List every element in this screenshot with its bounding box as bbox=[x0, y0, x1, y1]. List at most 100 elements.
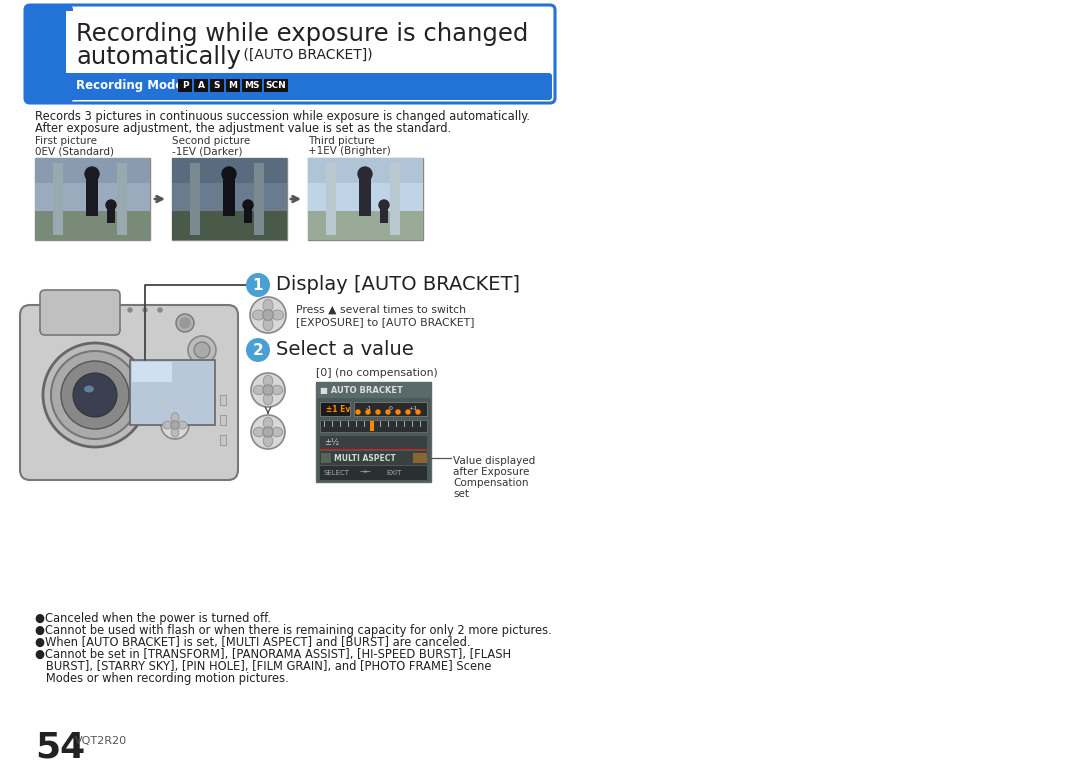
FancyBboxPatch shape bbox=[25, 5, 73, 103]
Circle shape bbox=[180, 318, 190, 328]
Circle shape bbox=[161, 411, 189, 439]
Circle shape bbox=[143, 308, 147, 312]
Circle shape bbox=[243, 200, 253, 210]
Text: 54: 54 bbox=[35, 730, 85, 764]
Circle shape bbox=[262, 385, 273, 395]
Text: After exposure adjustment, the adjustment value is set as the standard.: After exposure adjustment, the adjustmen… bbox=[35, 122, 451, 135]
Bar bbox=[132, 362, 172, 382]
Circle shape bbox=[262, 310, 273, 321]
Bar bbox=[35, 158, 150, 240]
Ellipse shape bbox=[84, 386, 94, 392]
Ellipse shape bbox=[271, 386, 283, 395]
Circle shape bbox=[106, 200, 116, 210]
Bar bbox=[66, 11, 75, 97]
Bar bbox=[220, 435, 226, 445]
Text: P: P bbox=[181, 81, 188, 90]
Bar bbox=[264, 79, 288, 92]
Bar bbox=[380, 208, 388, 223]
FancyBboxPatch shape bbox=[40, 290, 120, 335]
Bar bbox=[242, 79, 262, 92]
Circle shape bbox=[158, 308, 162, 312]
Text: Records 3 pictures in continuous succession while exposure is changed automatica: Records 3 pictures in continuous success… bbox=[35, 110, 530, 123]
Bar bbox=[130, 360, 215, 425]
Ellipse shape bbox=[264, 417, 272, 429]
Bar bbox=[390, 163, 400, 235]
Bar bbox=[117, 163, 127, 235]
Circle shape bbox=[251, 415, 285, 449]
Bar bbox=[53, 163, 63, 235]
Text: after Exposure: after Exposure bbox=[453, 467, 529, 477]
Text: M: M bbox=[229, 81, 238, 90]
Bar bbox=[30, 10, 68, 98]
Bar bbox=[172, 158, 287, 195]
Ellipse shape bbox=[264, 375, 272, 387]
Text: Value displayed: Value displayed bbox=[453, 456, 536, 466]
Bar bbox=[190, 163, 200, 235]
Text: Compensation: Compensation bbox=[453, 478, 528, 488]
Bar bbox=[210, 79, 224, 92]
Text: ●Cannot be used with flash or when there is remaining capacity for only 2 more p: ●Cannot be used with flash or when there… bbox=[35, 624, 552, 637]
Text: Modes or when recording motion pictures.: Modes or when recording motion pictures. bbox=[35, 672, 288, 685]
Circle shape bbox=[85, 167, 99, 181]
Text: ●Canceled when the power is turned off.: ●Canceled when the power is turned off. bbox=[35, 612, 271, 625]
Bar bbox=[326, 163, 336, 235]
Circle shape bbox=[249, 297, 286, 333]
Circle shape bbox=[396, 410, 400, 414]
Bar bbox=[354, 402, 427, 416]
Text: ±1 Ev: ±1 Ev bbox=[326, 405, 350, 414]
Bar bbox=[320, 436, 427, 449]
Circle shape bbox=[188, 336, 216, 364]
Text: Select a value: Select a value bbox=[276, 340, 414, 359]
Ellipse shape bbox=[253, 310, 265, 320]
Text: [EXPOSURE] to [AUTO BRACKET]: [EXPOSURE] to [AUTO BRACKET] bbox=[296, 317, 474, 327]
Text: automatically: automatically bbox=[76, 45, 241, 69]
Text: -1: -1 bbox=[365, 406, 372, 411]
Bar bbox=[320, 451, 427, 465]
Bar bbox=[178, 79, 192, 92]
Bar bbox=[320, 466, 427, 480]
Circle shape bbox=[356, 410, 360, 414]
Circle shape bbox=[379, 200, 389, 210]
Bar bbox=[194, 79, 208, 92]
FancyBboxPatch shape bbox=[25, 5, 555, 103]
Text: ●Cannot be set in [TRANSFORM], [PANORAMA ASSIST], [HI-SPEED BURST], [FLASH: ●Cannot be set in [TRANSFORM], [PANORAMA… bbox=[35, 648, 511, 661]
Text: ±½: ±½ bbox=[324, 438, 339, 447]
Bar bbox=[222, 178, 235, 216]
Bar bbox=[370, 421, 374, 431]
Circle shape bbox=[357, 167, 372, 181]
Text: BURST], [STARRY SKY], [PIN HOLE], [FILM GRAIN], and [PHOTO FRAME] Scene: BURST], [STARRY SKY], [PIN HOLE], [FILM … bbox=[35, 660, 491, 673]
Circle shape bbox=[51, 351, 139, 439]
Bar bbox=[320, 420, 427, 432]
Text: 0: 0 bbox=[389, 406, 392, 411]
Bar bbox=[321, 453, 330, 463]
Bar bbox=[308, 158, 423, 240]
Ellipse shape bbox=[171, 428, 179, 437]
Circle shape bbox=[222, 167, 237, 181]
Text: MS: MS bbox=[244, 81, 260, 90]
Ellipse shape bbox=[253, 428, 265, 437]
Bar bbox=[254, 163, 264, 235]
Circle shape bbox=[251, 373, 285, 407]
Text: A: A bbox=[198, 81, 204, 90]
Ellipse shape bbox=[264, 435, 272, 447]
Circle shape bbox=[43, 343, 147, 447]
Text: VQT2R20: VQT2R20 bbox=[75, 736, 127, 746]
Bar bbox=[413, 453, 427, 463]
Ellipse shape bbox=[264, 393, 272, 405]
Bar bbox=[35, 211, 150, 240]
Circle shape bbox=[60, 361, 129, 429]
Bar bbox=[226, 79, 240, 92]
Circle shape bbox=[262, 427, 273, 437]
Circle shape bbox=[129, 308, 132, 312]
Text: Display [AUTO BRACKET]: Display [AUTO BRACKET] bbox=[276, 275, 519, 294]
Bar bbox=[35, 183, 150, 211]
Bar bbox=[172, 158, 287, 240]
Text: 2: 2 bbox=[253, 343, 264, 357]
Circle shape bbox=[194, 342, 210, 358]
Bar bbox=[172, 183, 287, 211]
Circle shape bbox=[171, 421, 179, 429]
Circle shape bbox=[376, 410, 380, 414]
Bar bbox=[244, 208, 252, 223]
Circle shape bbox=[366, 410, 370, 414]
Text: ([AUTO BRACKET]): ([AUTO BRACKET]) bbox=[239, 48, 373, 62]
